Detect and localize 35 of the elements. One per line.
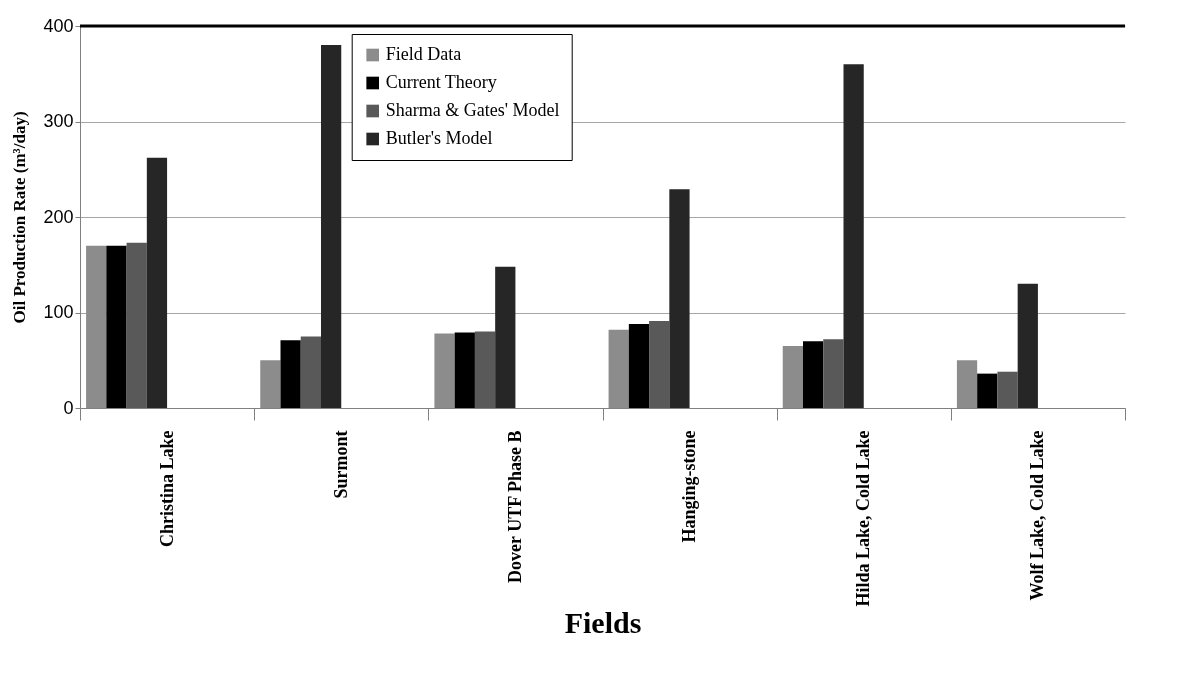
x-tick-label: Wolf Lake, Cold Lake — [1027, 430, 1048, 601]
bar — [823, 339, 844, 408]
x-tick-label: Dover UTF Phase B — [504, 430, 525, 583]
bar — [802, 341, 824, 408]
x-tick-label: Christina Lake — [156, 430, 177, 548]
bar — [495, 266, 516, 408]
bar — [146, 157, 168, 408]
bar — [669, 189, 690, 408]
y-tick-label: 300 — [43, 111, 74, 131]
bar — [280, 340, 301, 408]
bar — [997, 371, 1018, 408]
x-axis-title: Fields — [564, 605, 642, 639]
bar — [977, 373, 998, 408]
x-tick-label: Surmont — [330, 430, 351, 499]
y-tick-label: 200 — [43, 206, 74, 227]
x-tick-label: Hanging-stone — [679, 430, 700, 543]
legend-label: Sharma & Gates' Model — [385, 100, 560, 120]
y-tick-label: 0 — [63, 397, 74, 418]
bar — [106, 245, 127, 408]
bar — [843, 64, 864, 408]
legend-label: Current Theory — [385, 72, 497, 92]
bar — [300, 336, 321, 408]
x-tick-label: Hilda Lake, Cold Lake — [853, 430, 874, 607]
legend-label: Butler's Model — [385, 128, 493, 148]
bar — [1017, 283, 1038, 408]
y-tick-label: 100 — [43, 302, 74, 322]
y-axis-title: Oil Production Rate (m³/day) — [10, 111, 30, 324]
bar — [321, 45, 342, 408]
legend-label: Field Data — [385, 44, 462, 64]
bar — [126, 242, 147, 408]
bar — [454, 332, 475, 408]
bar — [649, 321, 670, 408]
bar — [474, 331, 496, 408]
bar — [628, 323, 650, 408]
y-tick-label: 400 — [43, 15, 74, 36]
